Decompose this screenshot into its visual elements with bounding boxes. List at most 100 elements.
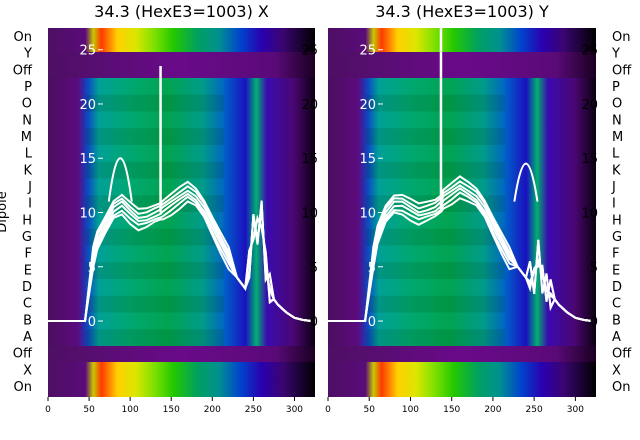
x-tick-label: 50 [364, 405, 376, 415]
heatmap-row [85, 94, 225, 112]
y-tick-label-right: 5 [310, 261, 318, 276]
y-tick-label: 15 [359, 152, 376, 167]
dipole-label-right: L [612, 147, 620, 162]
x-tick-label: 200 [204, 405, 221, 415]
y-tick-label: 10 [359, 207, 376, 222]
heatmap-row [365, 295, 505, 313]
dipole-label-right: D [612, 280, 622, 295]
dipole-label-left: F [25, 247, 32, 262]
dipole-label-left: O [22, 97, 32, 112]
y-tick-label: 25 [79, 44, 96, 59]
dipole-label-left: P [24, 80, 32, 95]
dipole-label-left: C [23, 297, 32, 312]
y-tick-label-right: 15 [301, 152, 318, 167]
x-tick-label: 100 [402, 405, 419, 415]
y-tick-label: 20 [79, 98, 96, 113]
x-tick-label: 250 [245, 405, 262, 415]
dipole-label-right: On [612, 380, 630, 395]
dipole-label-right: J [611, 180, 616, 195]
heatmap-row [365, 145, 505, 162]
x-tick-label: 100 [122, 405, 139, 415]
x-tick-label: 50 [83, 405, 95, 415]
heatmap-row [85, 262, 225, 279]
heatmap-row [85, 78, 225, 95]
dipole-label-right: M [612, 130, 623, 145]
heatmap-row [85, 312, 225, 330]
dipole-label-left: A [23, 330, 32, 345]
overlay-bump [107, 157, 133, 202]
dipole-label-left: On [14, 380, 32, 395]
dipole-label-right: Off [612, 63, 632, 78]
dipole-label-left: L [25, 147, 33, 162]
heatmap-row [365, 262, 505, 279]
dipole-label-right: P [612, 80, 620, 95]
heatmap-row [85, 145, 225, 162]
x-tick-label: 300 [286, 405, 303, 415]
heatmap-row [365, 228, 505, 246]
overlay-series-line [48, 180, 312, 322]
heatmap-row [85, 245, 225, 263]
y-tick-label-right: 20 [581, 98, 598, 113]
heatmap-row [365, 212, 505, 229]
heatmap-row [365, 178, 505, 196]
y-tick-label-right: 25 [581, 44, 598, 59]
x-tick-label: 150 [163, 405, 180, 415]
y-tick-label: 5 [368, 261, 376, 276]
dipole-label-left: E [24, 263, 32, 278]
dipole-label-left: I [28, 197, 32, 212]
dipole-label-left: M [21, 130, 32, 145]
overlay-bump [513, 162, 539, 202]
dipole-label-left: H [22, 213, 32, 228]
heatmap-row [365, 78, 505, 95]
heatmap-row [365, 161, 505, 179]
overlay-series-line [328, 175, 593, 322]
dipole-label-right: E [612, 263, 620, 278]
x-tick-label: 250 [526, 405, 543, 415]
heatmap-row [365, 128, 505, 145]
dipole-label-right: N [612, 113, 622, 128]
y-tick-label-right: 20 [301, 98, 318, 113]
y-tick-label-right: 25 [301, 44, 318, 59]
chart-title: 34.3 (HexE3=1003) X [94, 2, 269, 21]
heatmap-band-main [328, 78, 596, 346]
dipole-label-right: B [612, 313, 621, 328]
dipole-label-left: J [27, 180, 32, 195]
y-tick-label: 0 [368, 315, 376, 330]
overlay-series-line [328, 184, 593, 322]
x-tick-label: 300 [567, 405, 584, 415]
overlay-series-line [328, 180, 593, 322]
x-tick-label: 150 [443, 405, 460, 415]
x-tick-label: 200 [484, 405, 501, 415]
y-tick-label-right: 0 [310, 315, 318, 330]
dipole-label-right: Off [612, 347, 632, 362]
overlay-series-line [328, 191, 593, 322]
y-tick-label-right: 10 [581, 207, 598, 222]
heatmap-row [85, 161, 225, 179]
dipole-label-left: X [23, 363, 32, 378]
y-tick-label-right: 15 [581, 152, 598, 167]
y-tick-label-right: 10 [301, 207, 318, 222]
heatmap-row [85, 295, 225, 313]
heatmap-row [365, 312, 505, 330]
y-axis-label: Dipole [0, 191, 10, 232]
heatmap-row [85, 178, 225, 196]
dipole-label-left: K [23, 163, 32, 178]
heatmap-row [365, 111, 505, 129]
dipole-label-left: On [14, 30, 32, 45]
heatmap-band-bottom [328, 362, 596, 397]
y-tick-label-right: 0 [590, 315, 598, 330]
y-tick-label: 15 [79, 152, 96, 167]
heatmap-row [365, 245, 505, 263]
x-tick-label: 0 [45, 405, 51, 415]
dipole-label-right: O [612, 97, 622, 112]
dipole-label-right: X [612, 363, 621, 378]
overlay-series-line [48, 185, 312, 322]
heatmap-row [85, 128, 225, 145]
dipole-label-left: G [22, 230, 32, 245]
dipole-label-right: G [612, 230, 622, 245]
dipole-label-left: D [22, 280, 32, 295]
y-tick-label: 10 [79, 207, 96, 222]
heatmap-row [85, 111, 225, 129]
dipole-label-right: C [612, 297, 621, 312]
